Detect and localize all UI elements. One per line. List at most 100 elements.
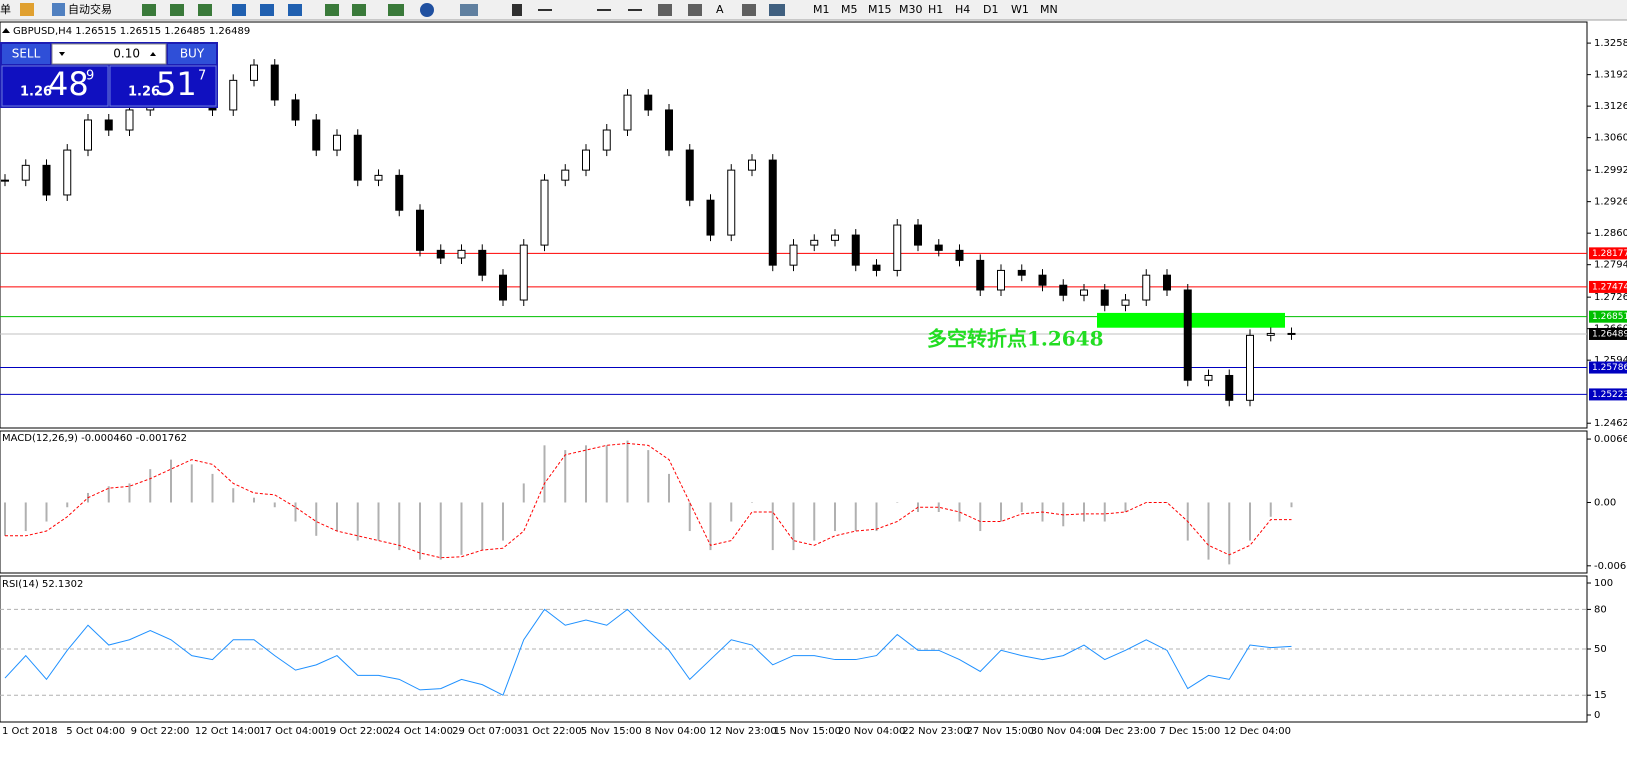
icon[interactable] (325, 4, 339, 16)
icon[interactable] (232, 4, 246, 16)
macd-bar (1249, 502, 1251, 541)
y-tick-label: 50 (1594, 644, 1607, 655)
spin-up[interactable] (150, 52, 156, 56)
macd-panel (0, 430, 1588, 574)
macd-bar (1269, 502, 1272, 517)
sell-label[interactable]: SELL (12, 47, 41, 61)
macd-bar (190, 464, 193, 503)
icon[interactable] (597, 9, 611, 11)
candle (457, 249, 466, 259)
toolbar-item[interactable]: 自动交易 (68, 2, 112, 16)
icon[interactable] (460, 4, 478, 16)
macd-bar (564, 450, 567, 503)
candle (561, 169, 570, 181)
y-tick-label: 1.30600 (1594, 133, 1627, 144)
candle (1225, 374, 1234, 401)
bid-small: 9 (86, 69, 94, 84)
y-tick-label: 0.006659 (1594, 434, 1627, 445)
icon[interactable] (260, 4, 274, 16)
candle (478, 249, 487, 276)
spin-down[interactable] (59, 52, 65, 56)
rsi-line (4, 608, 1292, 696)
icon[interactable] (52, 3, 65, 16)
macd-bar (502, 502, 504, 541)
collapse-arrow[interactable] (2, 28, 10, 33)
candle (706, 199, 715, 236)
icon[interactable] (198, 4, 212, 16)
candle (1121, 299, 1130, 306)
chart-title: GBPUSD,H4 1.26515 1.26515 1.26485 1.2648… (13, 26, 250, 37)
icon[interactable] (538, 9, 552, 11)
y-tick-label: 1.27940 (1594, 260, 1627, 271)
macd-title: MACD(12,26,9) -0.000460 -0.001762 (2, 433, 187, 444)
icon[interactable] (352, 4, 366, 16)
candle (84, 119, 92, 151)
sell-button[interactable] (2, 44, 50, 64)
bid-box[interactable] (1, 65, 109, 107)
price-level-box (1589, 361, 1627, 374)
toolbar-item[interactable]: A (716, 3, 724, 16)
candle (872, 264, 881, 271)
volume-input[interactable] (51, 43, 167, 65)
candle (436, 249, 445, 259)
candle (1017, 269, 1026, 276)
toolbar-item[interactable]: M15 (868, 3, 892, 16)
toolbar-item[interactable]: W1 (1011, 3, 1029, 16)
toolbar-item[interactable]: D1 (983, 3, 998, 16)
x-tick-label: 30 Nov 04:00 (1031, 726, 1098, 737)
macd-bar (688, 502, 691, 532)
candle (976, 259, 985, 291)
icon[interactable] (288, 4, 302, 16)
macd-bar (605, 445, 608, 503)
icon[interactable] (388, 4, 404, 16)
icon[interactable] (628, 9, 642, 11)
y-tick-label: 0 (1594, 710, 1600, 721)
toolbar-item[interactable]: M30 (899, 3, 923, 16)
macd-bar (211, 473, 214, 503)
macd-bar (232, 488, 235, 503)
price-level-label: 1.26489 (1592, 329, 1627, 339)
macd-bar (522, 483, 525, 503)
candle (582, 149, 590, 171)
icon[interactable] (170, 4, 184, 16)
icon[interactable] (512, 4, 522, 16)
buy-label[interactable]: BUY (180, 47, 205, 61)
candle (374, 174, 383, 181)
price-level-label: 1.26851 (1592, 312, 1627, 322)
candle (685, 149, 694, 201)
macd-bar (1083, 502, 1085, 522)
ask-prefix: 1.26 (128, 85, 160, 100)
ask-box[interactable] (109, 65, 217, 107)
x-tick-label: 1 Oct 2018 (2, 726, 57, 737)
icon[interactable] (688, 4, 702, 16)
candle (395, 174, 404, 211)
toolbar-item[interactable]: M5 (841, 3, 858, 16)
y-tick-label: 1.28600 (1594, 228, 1627, 239)
macd-bar (647, 450, 650, 503)
candle (291, 99, 300, 121)
toolbar-item[interactable]: MN (1040, 3, 1058, 16)
toolbar-item[interactable]: H4 (955, 3, 970, 16)
candle (934, 244, 943, 251)
macd-bar (1290, 502, 1293, 508)
macd-bar (834, 502, 836, 532)
x-tick-label: 15 Nov 15:00 (774, 726, 841, 737)
buy-button[interactable] (168, 44, 216, 64)
toolbar-item[interactable]: M1 (813, 3, 830, 16)
y-tick-label: 1.25940 (1594, 355, 1627, 366)
macd-bar (1020, 502, 1023, 512)
x-tick-label: 29 Oct 07:00 (452, 726, 517, 737)
volume[interactable]: 0.10 (113, 47, 140, 61)
icon[interactable] (20, 3, 34, 16)
toolbar-item[interactable]: 单 (0, 3, 11, 16)
icon[interactable] (142, 4, 156, 16)
icon[interactable] (420, 3, 434, 17)
icon[interactable] (769, 4, 785, 16)
candle (748, 159, 756, 171)
icon[interactable] (658, 4, 672, 16)
icon[interactable] (742, 4, 756, 16)
candle (353, 134, 362, 181)
macd-bar (294, 502, 297, 522)
toolbar-item[interactable]: H1 (928, 3, 943, 16)
